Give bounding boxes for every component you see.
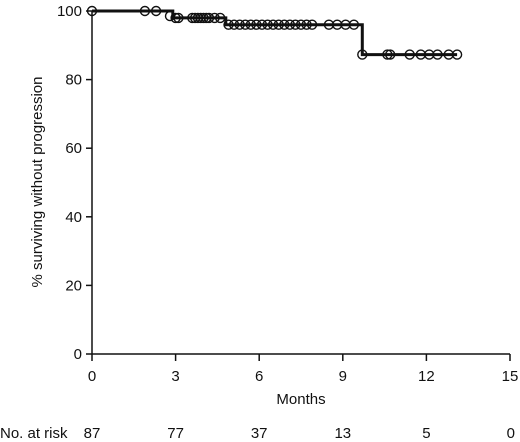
y-axis: 0 20 40 60 80 100 (57, 3, 93, 363)
x-tick-label: 3 (171, 368, 179, 385)
censor-mark (404, 49, 415, 60)
censor-mark (273, 19, 284, 30)
censor-mark (173, 12, 184, 24)
risk-count: 5 (422, 425, 430, 442)
censor-mark (267, 19, 279, 30)
x-tick-label: 15 (502, 368, 519, 385)
censor-mark (424, 49, 435, 60)
censor-mark (234, 19, 245, 30)
censor-mark (203, 12, 215, 24)
censor-mark (382, 49, 393, 60)
censor-mark (256, 19, 268, 30)
censor-mark (279, 19, 290, 30)
censor-mark (348, 19, 360, 30)
risk-count: 37 (251, 425, 268, 442)
censor-mark (214, 12, 226, 24)
x-tick-label: 9 (339, 368, 347, 385)
y-tick-label: 40 (65, 209, 82, 226)
censor-mark (340, 19, 351, 30)
survival-curve (92, 9, 458, 57)
censor-mark (290, 19, 301, 30)
censor-mark (262, 19, 273, 30)
censor-mark (245, 19, 257, 30)
censor-mark (209, 12, 220, 24)
censor-mark (306, 19, 318, 30)
x-tick-label: 6 (255, 368, 263, 385)
risk-count: 13 (334, 425, 351, 442)
censor-mark (432, 49, 443, 60)
risk-table-label: No. at risk (0, 425, 68, 442)
x-tick-label: 12 (418, 368, 435, 385)
risk-count: 0 (507, 425, 515, 442)
censor-mark (295, 19, 307, 30)
censor-mark (451, 49, 463, 60)
censor-mark (228, 19, 240, 30)
censor-mark (251, 19, 262, 30)
y-axis-label: % surviving without progression (29, 77, 46, 288)
censor-mark (139, 5, 151, 17)
y-tick-label: 0 (74, 346, 82, 363)
y-tick-label: 80 (65, 72, 82, 89)
censor-mark (284, 19, 296, 30)
censor-mark (198, 12, 209, 24)
censor-mark (150, 5, 162, 17)
x-axis-label: Months (276, 391, 325, 408)
censor-mark (170, 12, 181, 24)
censor-mark (301, 19, 312, 30)
censor-mark (240, 19, 251, 30)
risk-count: 87 (84, 425, 101, 442)
x-axis: 0 3 6 9 12 15 (88, 353, 519, 385)
plot-area (86, 5, 463, 60)
x-tick-label: 0 (88, 368, 96, 385)
risk-table: No. at risk 87 77 37 13 5 0 (0, 425, 515, 442)
risk-count: 77 (167, 425, 184, 442)
y-tick-label: 100 (57, 3, 82, 20)
censor-mark (357, 49, 368, 60)
censor-mark (385, 49, 396, 60)
censor-mark (86, 5, 98, 17)
y-tick-label: 60 (65, 140, 82, 157)
y-tick-label: 20 (65, 277, 82, 294)
censor-mark (223, 19, 234, 30)
